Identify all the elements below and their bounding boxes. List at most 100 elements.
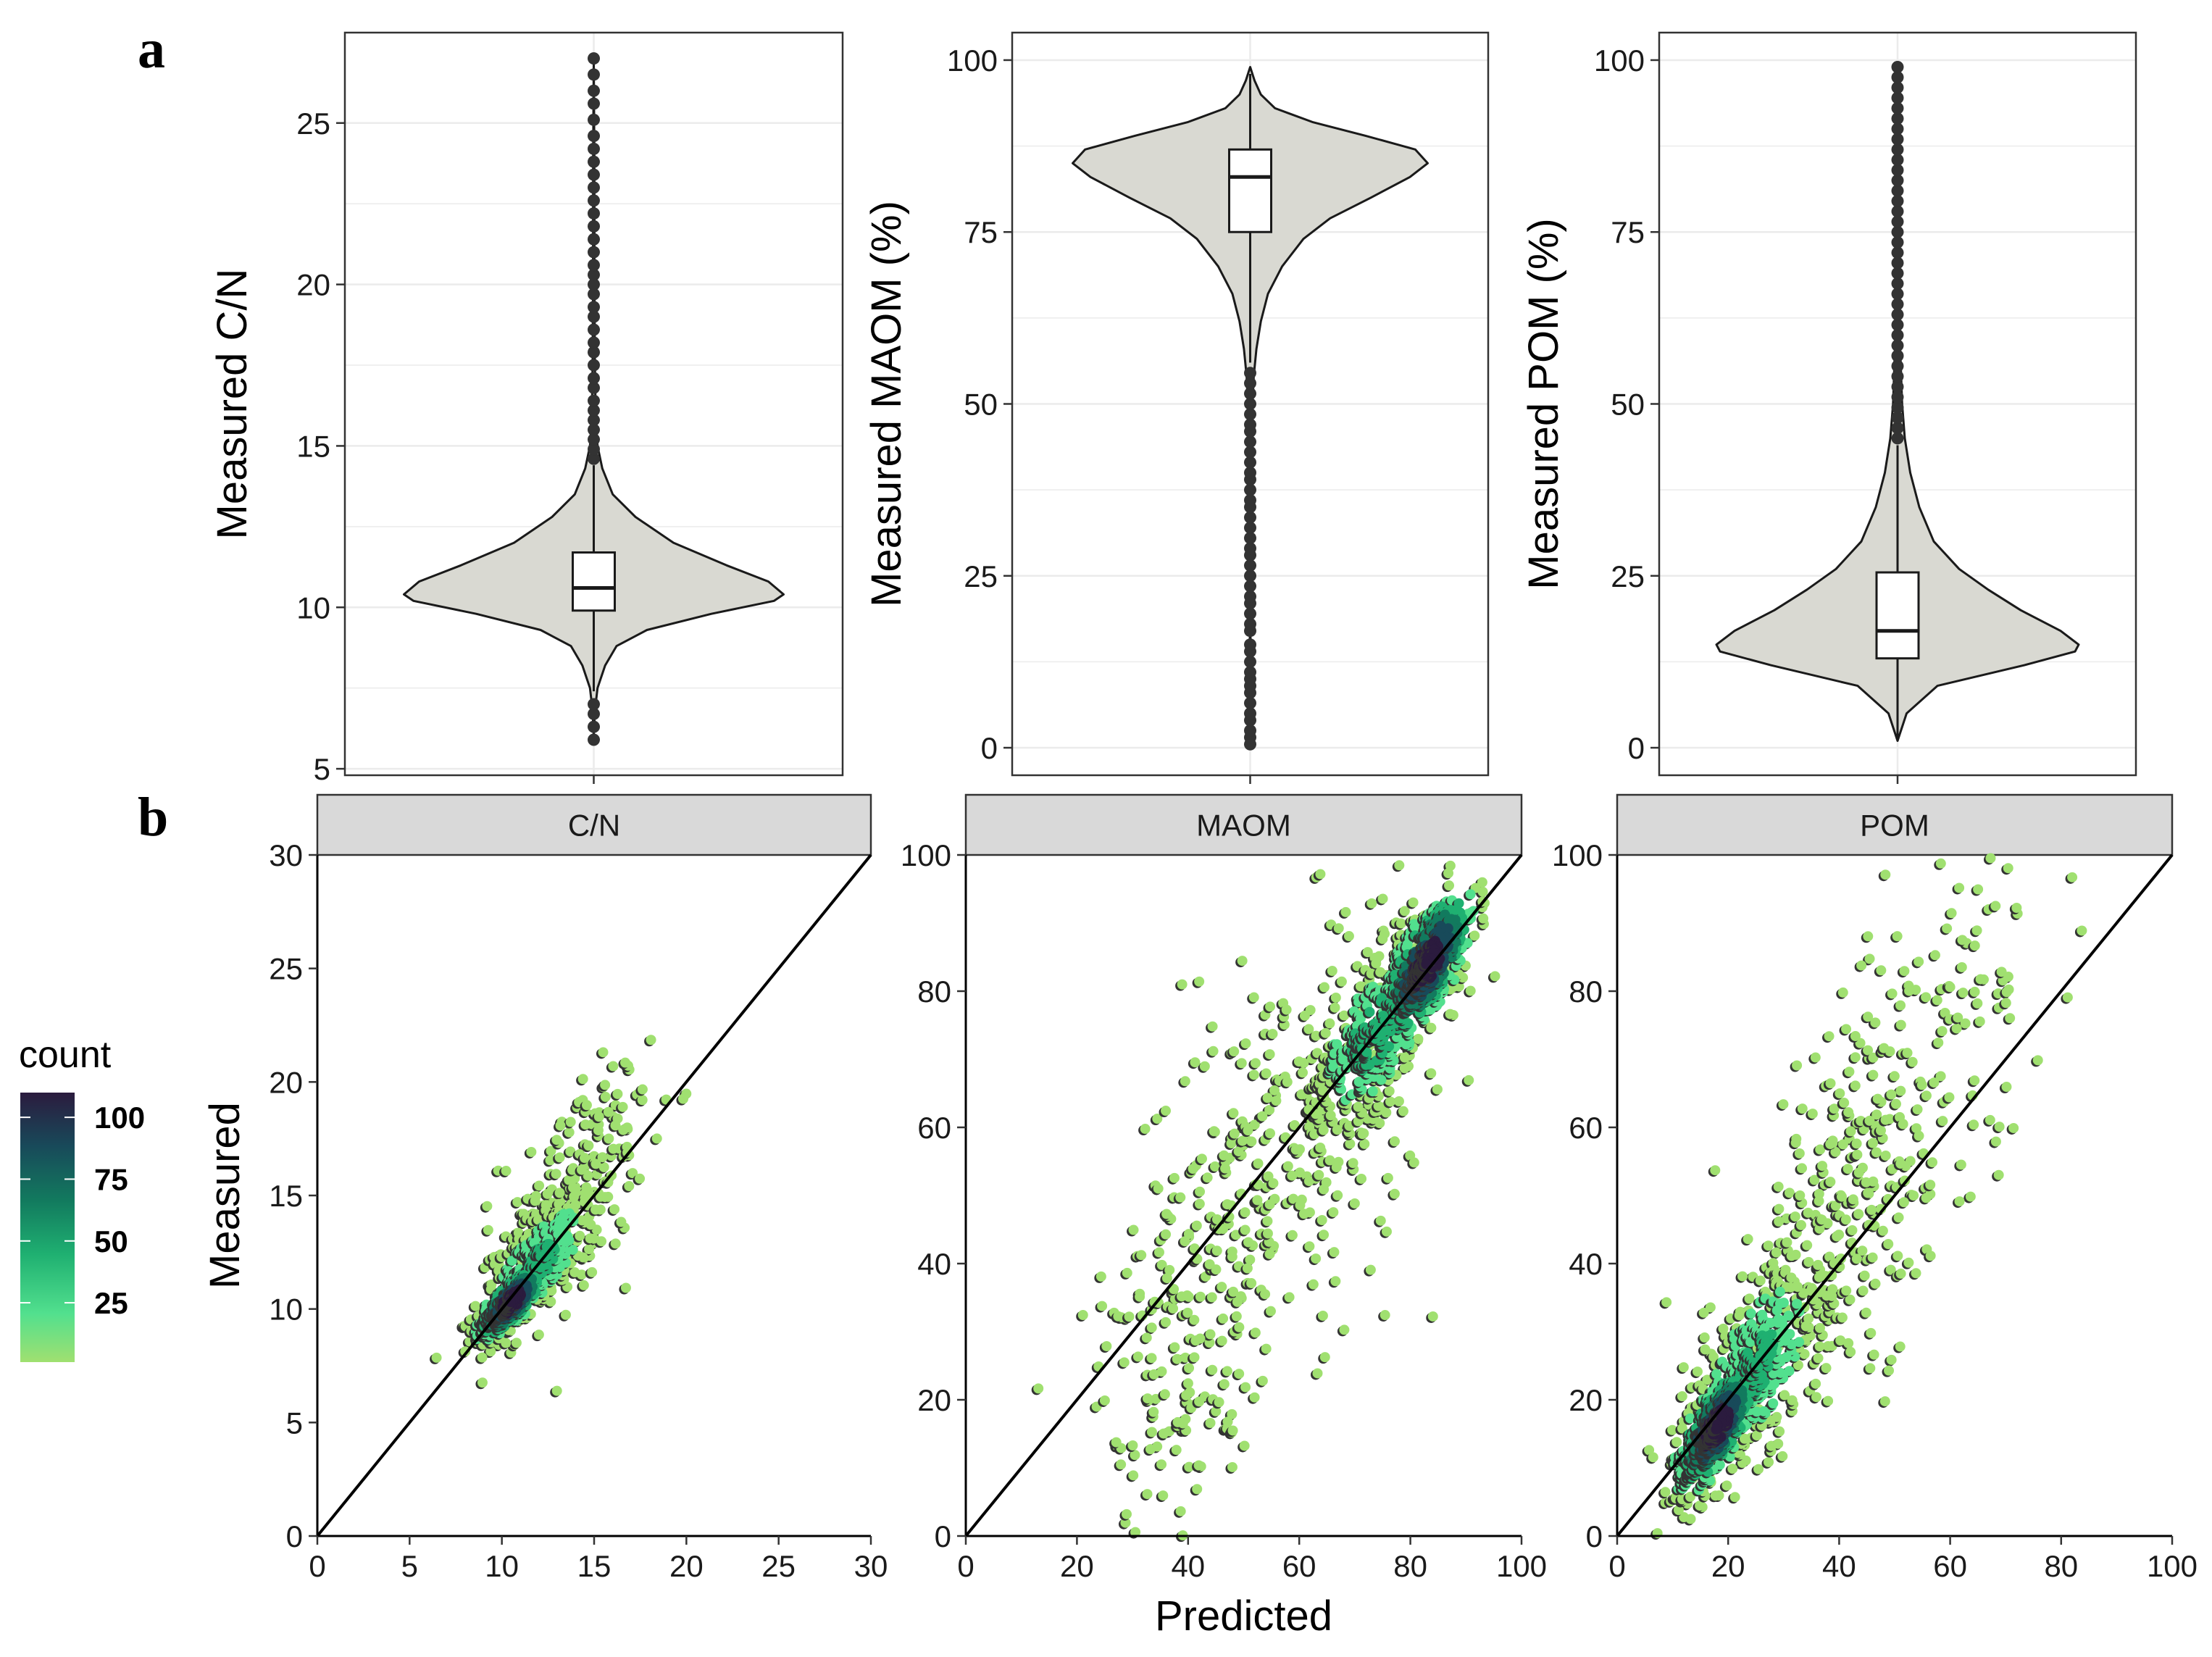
outlier-point <box>1244 367 1256 380</box>
x-tick-label: 80 <box>1393 1549 1427 1583</box>
hex-bin <box>1135 1291 1145 1302</box>
hex-bin <box>2003 863 2013 874</box>
hex-bin <box>1148 1369 1159 1380</box>
hex-bin <box>1333 923 1344 934</box>
hex-bin <box>1398 1106 1408 1117</box>
hex-bin <box>1355 981 1366 992</box>
outlier-point <box>588 372 600 385</box>
hex-bin <box>567 1164 578 1175</box>
y-tick-label: 15 <box>269 1179 303 1213</box>
hex-bin <box>1243 1237 1254 1248</box>
hex-bin <box>598 1047 609 1058</box>
outlier-point <box>1244 707 1256 720</box>
hex-bin <box>1119 1357 1130 1368</box>
outlier-point <box>1891 215 1904 228</box>
hex-bin <box>1262 1093 1273 1103</box>
hex-bin <box>1863 931 1874 942</box>
x-tick-label: 0 <box>957 1549 974 1583</box>
hex-bin <box>1205 1417 1216 1428</box>
hex-bin <box>1339 1010 1350 1021</box>
hex-bin <box>1861 1307 1871 1318</box>
hex-bin <box>1209 1126 1219 1137</box>
hex-bin <box>1318 1124 1329 1135</box>
hex-bin <box>1128 1470 1139 1481</box>
hex-bin <box>1207 1021 1218 1032</box>
y-tick-label: 0 <box>286 1519 303 1553</box>
hex-bin <box>1205 1329 1216 1340</box>
hex-bin <box>1958 988 1969 998</box>
hex-bin <box>1364 1006 1375 1017</box>
hex-bin <box>1835 1088 1845 1099</box>
hex-bin <box>1875 1125 1886 1136</box>
outlier-point <box>588 181 600 194</box>
hex-bin <box>1033 1383 1044 1394</box>
hex-bin <box>1893 1212 1904 1223</box>
outlier-point <box>588 394 600 407</box>
hex-bin <box>1792 1360 1803 1371</box>
hex-bin <box>1895 1000 1906 1011</box>
hex-bin <box>1204 1259 1215 1270</box>
hex-bin <box>1113 1311 1124 1322</box>
y-tick-label: 60 <box>917 1111 951 1145</box>
hex-bin <box>1219 1379 1230 1390</box>
hex-bin <box>545 1155 556 1166</box>
hex-bin <box>506 1256 517 1266</box>
hex-bin <box>1330 1276 1341 1287</box>
hex-bin <box>1384 1085 1395 1096</box>
hex-bin <box>1908 1190 1919 1201</box>
hex-bin <box>1281 1004 1292 1015</box>
hex-bin <box>1809 1174 1820 1185</box>
y-tick-label: 100 <box>947 43 998 78</box>
outlier-point <box>588 423 600 436</box>
outlier-point <box>588 220 600 233</box>
x-tick-label: 100 <box>1496 1549 1547 1583</box>
outlier-point <box>588 259 600 272</box>
hex-bin <box>1227 1425 1238 1436</box>
outlier-point <box>588 130 600 143</box>
hex-bin <box>2077 925 2087 936</box>
outlier-point <box>588 301 600 314</box>
hex-bin <box>580 1153 590 1164</box>
hex-bin <box>1877 1225 1888 1236</box>
hex-bin <box>1308 1279 1319 1290</box>
hex-bin <box>1227 1461 1238 1472</box>
hex-bin <box>1800 1321 1811 1332</box>
hex-bin <box>1153 1183 1164 1194</box>
hex-bin <box>1324 1018 1335 1029</box>
outlier-point <box>1891 349 1904 362</box>
hex-bin <box>1332 1124 1343 1135</box>
hex-bin <box>1264 1199 1275 1210</box>
hex-bin <box>1885 1264 1896 1275</box>
hex-bin <box>1311 1030 1322 1041</box>
hex-bin <box>1175 1192 1186 1203</box>
x-tick-label: 15 <box>577 1549 612 1583</box>
hex-bin <box>1856 960 1867 971</box>
outlier-point <box>1891 112 1904 125</box>
hex-bin <box>1994 1122 2005 1132</box>
hex-bin <box>637 1095 648 1106</box>
hex-bin <box>1330 992 1341 1003</box>
y-tick-label: 5 <box>314 752 330 786</box>
hex-bin <box>1969 1075 1980 1086</box>
x-axis-title: Predicted <box>1155 1593 1332 1640</box>
hex-bin <box>1814 1322 1825 1333</box>
hex-bin <box>1380 1310 1390 1321</box>
outlier-point <box>1891 91 1904 104</box>
hex-bin <box>1710 1490 1721 1501</box>
hex-bin <box>1377 893 1388 904</box>
hex-bin <box>1863 1045 1874 1056</box>
hex-bin <box>1779 1390 1790 1401</box>
hex-bin <box>578 1280 589 1290</box>
hex-bin <box>482 1201 493 1211</box>
hex-bin <box>637 1084 648 1095</box>
hex-bin <box>1671 1437 1682 1448</box>
hex-bin <box>1180 1076 1190 1087</box>
hex-bin <box>581 1100 592 1111</box>
hex-bin <box>1814 1195 1824 1206</box>
y-tick-label: 25 <box>1611 559 1645 593</box>
outlier-point <box>588 288 600 301</box>
hex-bin <box>560 1309 571 1320</box>
hex-bin <box>624 1181 635 1192</box>
hex-bin <box>1782 1237 1792 1248</box>
